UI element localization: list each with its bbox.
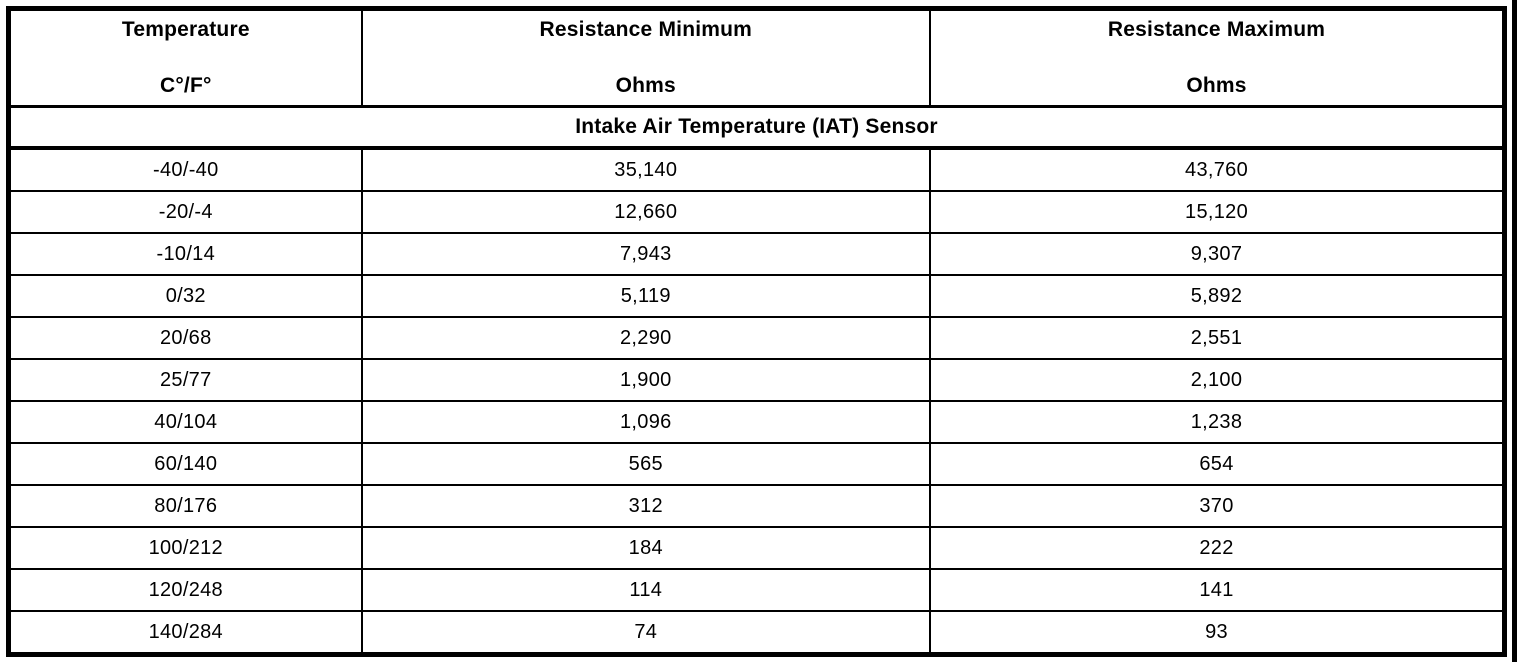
header-row: Temperature C°/F° Resistance Minimum Ohm… [7, 7, 1506, 108]
cell-resistance-max: 222 [929, 526, 1506, 570]
cell-resistance-max: 5,892 [929, 274, 1506, 318]
table-row: 80/176 312 370 [7, 484, 1506, 528]
table-row: 20/68 2,290 2,551 [7, 316, 1506, 360]
cell-resistance-min: 114 [360, 568, 932, 612]
cell-resistance-max: 370 [929, 484, 1506, 528]
col-unit-resistance-minimum: Ohms [615, 74, 676, 97]
cell-resistance-min: 35,140 [360, 147, 932, 192]
cell-resistance-min: 5,119 [360, 274, 932, 318]
cell-temperature: -10/14 [7, 232, 363, 276]
cell-resistance-min: 74 [360, 610, 932, 656]
cell-resistance-min: 1,096 [360, 400, 932, 444]
cell-temperature: 100/212 [7, 526, 363, 570]
col-unit-resistance-maximum: Ohms [1186, 74, 1247, 97]
cell-temperature: 40/104 [7, 400, 363, 444]
section-title: Intake Air Temperature (IAT) Sensor [7, 105, 1506, 150]
col-title-temperature: Temperature [121, 18, 250, 41]
cell-resistance-max: 43,760 [929, 147, 1506, 192]
table-row: 100/212 184 222 [7, 526, 1506, 570]
col-header-resistance-maximum: Resistance Maximum Ohms [929, 7, 1506, 108]
cell-temperature: -40/-40 [7, 147, 363, 192]
table-row: 60/140 565 654 [7, 442, 1506, 486]
cell-temperature: 20/68 [7, 316, 363, 360]
table-row: 140/284 74 93 [7, 610, 1506, 656]
cell-resistance-max: 2,100 [929, 358, 1506, 402]
page-right-border-line [1512, 0, 1517, 662]
cell-resistance-min: 2,290 [360, 316, 932, 360]
cell-temperature: 0/32 [7, 274, 363, 318]
cell-temperature: 80/176 [7, 484, 363, 528]
cell-temperature: 60/140 [7, 442, 363, 486]
cell-resistance-max: 1,238 [929, 400, 1506, 444]
cell-resistance-max: 141 [929, 568, 1506, 612]
cell-resistance-min: 1,900 [360, 358, 932, 402]
cell-resistance-max: 2,551 [929, 316, 1506, 360]
col-unit-temperature: C°/F° [159, 74, 212, 97]
table-row: 120/248 114 141 [7, 568, 1506, 612]
section-row: Intake Air Temperature (IAT) Sensor [7, 105, 1506, 150]
cell-resistance-min: 7,943 [360, 232, 932, 276]
col-header-temperature: Temperature C°/F° [7, 7, 363, 108]
col-header-resistance-minimum: Resistance Minimum Ohms [360, 7, 932, 108]
table-row: -40/-40 35,140 43,760 [7, 147, 1506, 192]
table-row: 0/32 5,119 5,892 [7, 274, 1506, 318]
cell-resistance-max: 15,120 [929, 190, 1506, 234]
cell-temperature: 25/77 [7, 358, 363, 402]
table-row: -20/-4 12,660 15,120 [7, 190, 1506, 234]
cell-temperature: -20/-4 [7, 190, 363, 234]
cell-resistance-max: 9,307 [929, 232, 1506, 276]
cell-resistance-max: 654 [929, 442, 1506, 486]
cell-resistance-min: 184 [360, 526, 932, 570]
table-row: 25/77 1,900 2,100 [7, 358, 1506, 402]
cell-resistance-min: 12,660 [360, 190, 932, 234]
cell-resistance-min: 312 [360, 484, 932, 528]
cell-temperature: 120/248 [7, 568, 363, 612]
col-title-resistance-maximum: Resistance Maximum [1107, 18, 1326, 41]
cell-resistance-min: 565 [360, 442, 932, 486]
cell-temperature: 140/284 [7, 610, 363, 656]
cell-resistance-max: 93 [929, 610, 1506, 656]
iat-sensor-resistance-table: Temperature C°/F° Resistance Minimum Ohm… [6, 6, 1507, 657]
table-row: -10/14 7,943 9,307 [7, 232, 1506, 276]
table-row: 40/104 1,096 1,238 [7, 400, 1506, 444]
col-title-resistance-minimum: Resistance Minimum [539, 18, 753, 41]
